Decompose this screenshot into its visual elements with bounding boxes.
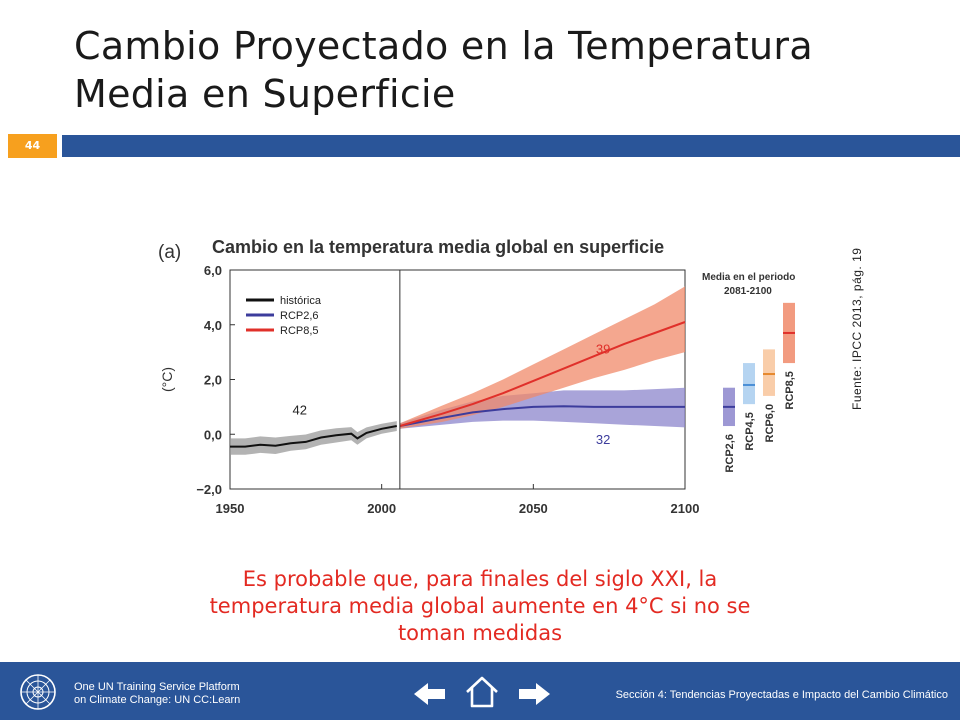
chart-svg: (a) Cambio en la temperatura media global… <box>158 237 796 516</box>
slide-number: 44 <box>8 134 57 158</box>
footer-org-name: One UN Training Service Platform on Clim… <box>74 681 240 707</box>
slide-title-line-2: Media en Superficie <box>74 72 456 116</box>
x-tick-label: 2100 <box>671 501 700 516</box>
period-box-label: RCP2,6 <box>724 434 736 473</box>
footer-section-title: Sección 4: Tendencias Proyectadas e Impa… <box>615 689 948 701</box>
title-divider-bar <box>62 135 960 157</box>
y-tick-label: 0,0 <box>204 427 222 442</box>
y-tick-label: 2,0 <box>204 373 222 388</box>
y-axis-label: (°C) <box>159 367 175 392</box>
period-box <box>743 363 755 405</box>
panel-label: (a) <box>158 242 181 263</box>
home-icon[interactable] <box>464 674 500 710</box>
y-tick-label: 6,0 <box>204 263 222 278</box>
legend-label: histórica <box>280 295 322 307</box>
y-tick-label: 4,0 <box>204 318 222 333</box>
annotation-histrica: 42 <box>293 403 307 418</box>
footer-bar: One UN Training Service Platform on Clim… <box>0 662 960 720</box>
slide-title: Cambio Proyectado en la Temperatura Medi… <box>74 22 874 118</box>
x-tick-label: 1950 <box>216 501 245 516</box>
footer-org-line-2: on Climate Change: UN CC:Learn <box>74 694 241 706</box>
temperature-chart: (a) Cambio en la temperatura media global… <box>150 212 870 532</box>
statement-line-2: temperatura media global aumente en 4°C … <box>209 594 751 618</box>
x-tick-label: 2050 <box>519 501 548 516</box>
period-box-label: RCP4,5 <box>744 412 756 451</box>
period-box-label: RCP8,5 <box>784 371 796 410</box>
source-note: Fuente: IPCC 2013, pág. 19 <box>850 247 864 410</box>
y-tick-label: −2,0 <box>196 482 222 497</box>
legend-label: RCP8,5 <box>280 325 319 337</box>
annotation-rcp26: 32 <box>596 432 610 447</box>
period-box <box>763 349 775 396</box>
un-logo-icon <box>20 674 56 710</box>
series-line-rcp85 <box>399 321 686 427</box>
x-tick-label: 2000 <box>367 501 396 516</box>
footer-org-line-1: One UN Training Service Platform <box>74 681 240 693</box>
band-histrica <box>230 421 397 455</box>
period-box-label: RCP6,0 <box>764 404 776 443</box>
series-line-rcp26 <box>399 405 685 427</box>
period-means-title-line-1: Media en el periodo <box>702 272 795 283</box>
key-statement: Es probable que, para finales del siglo … <box>150 566 810 647</box>
slide-title-line-1: Cambio Proyectado en la Temperatura <box>74 24 813 68</box>
statement-line-3: toman medidas <box>397 621 563 645</box>
band-rcp26 <box>399 387 685 429</box>
chart-title: Cambio en la temperatura media global en… <box>212 237 664 257</box>
arrow-left-icon[interactable] <box>412 679 448 709</box>
band-rcp85 <box>399 286 685 429</box>
series-line-histrica <box>230 425 397 448</box>
annotation-rcp85: 39 <box>596 341 610 356</box>
legend-label: RCP2,6 <box>280 310 319 322</box>
statement-line-1: Es probable que, para finales del siglo … <box>242 567 718 591</box>
period-means-title-line-2: 2081-2100 <box>724 286 772 297</box>
arrow-right-icon[interactable] <box>516 679 552 709</box>
